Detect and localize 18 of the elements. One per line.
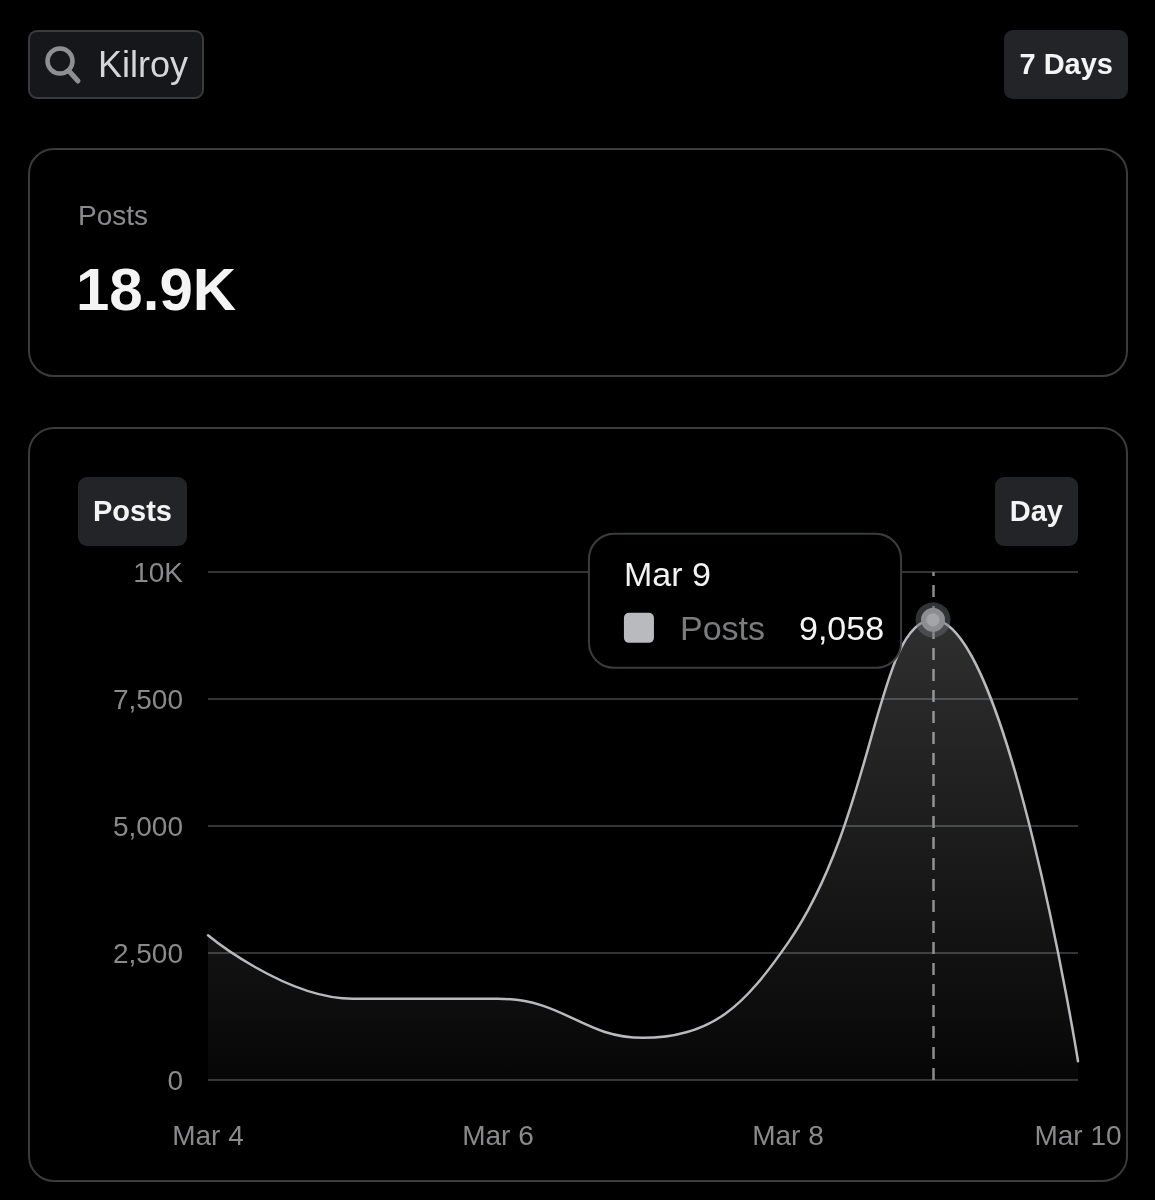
search-field: Kilroy — [28, 30, 205, 99]
period-button: 7 Days — [1004, 30, 1128, 99]
x-tick-label: Mar 6 — [462, 1119, 534, 1151]
x-tick-label: Mar 10 — [1034, 1119, 1122, 1151]
y-tick-label: 0 — [167, 1064, 183, 1096]
annotation: Mar 9 — [623, 554, 711, 593]
chart-title: Posts — [93, 495, 172, 528]
data-label: 9,058 — [798, 608, 885, 647]
option-chip: Day — [994, 477, 1078, 546]
title-chip: Posts — [78, 477, 187, 546]
y-tick-label: 10K — [133, 556, 184, 588]
legend-label: Posts — [679, 608, 765, 647]
y-tick-label: 7,500 — [112, 683, 183, 715]
x-tick-label: Mar 8 — [752, 1119, 824, 1151]
x-tick-label: Mar 4 — [172, 1119, 244, 1151]
y-tick-label: 2,500 — [112, 937, 183, 969]
stat-card: Posts 18.9K — [28, 148, 1128, 377]
y-tick-label: 5,000 — [112, 810, 183, 842]
